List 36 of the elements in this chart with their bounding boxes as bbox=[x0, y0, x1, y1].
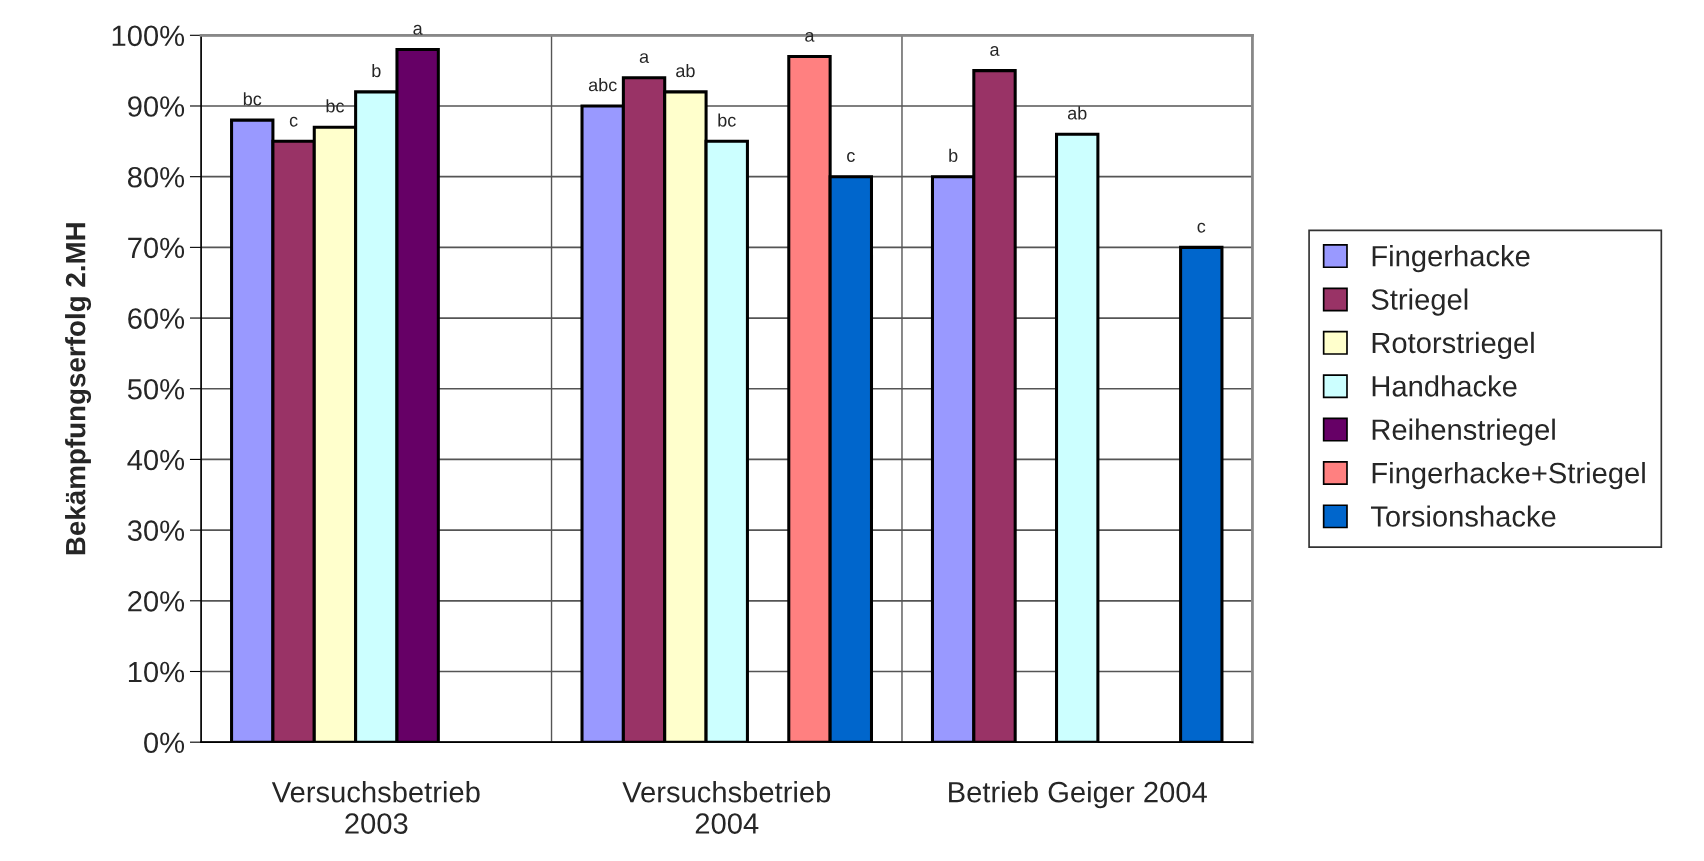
legend-label: Rotorstriegel bbox=[1372, 331, 1534, 360]
x-tick-label: Versuchsbetrieb 2003 bbox=[271, 781, 480, 834]
y-tick-label: 10% bbox=[128, 661, 185, 683]
y-tick-label: 100% bbox=[112, 25, 185, 47]
legend-label: Fingerhacke bbox=[1372, 245, 1530, 273]
y-tick-label: 90% bbox=[128, 96, 185, 117]
legend-label: Fingerhacke+Striegel bbox=[1372, 462, 1645, 490]
y-tick-label: 30% bbox=[127, 520, 185, 541]
legend-label: Handhacke bbox=[1372, 375, 1517, 397]
data-label: c bbox=[847, 152, 855, 162]
y-tick-label: 70% bbox=[128, 237, 185, 259]
data-label: bc bbox=[243, 92, 262, 106]
legend-label: Striegel bbox=[1371, 288, 1468, 316]
data-label: ab bbox=[676, 63, 695, 78]
data-label: a bbox=[639, 53, 650, 64]
data-label: abc bbox=[588, 78, 617, 92]
data-label: bc bbox=[718, 113, 736, 127]
legend-label: Torsionshacke bbox=[1370, 505, 1556, 527]
x-tick-label: Betrieb Geiger 2004 bbox=[949, 781, 1207, 809]
data-label: ab bbox=[1067, 106, 1087, 120]
data-label: c bbox=[1197, 222, 1206, 233]
data-label: c bbox=[289, 116, 298, 127]
x-tick-label: Versuchsbetrieb 2004 bbox=[622, 781, 831, 834]
y-tick-label: 60% bbox=[128, 308, 185, 329]
y-axis-title: Bekämpfungserfolg 2.MH bbox=[65, 223, 92, 555]
data-label: a bbox=[990, 46, 1000, 56]
data-label: a bbox=[805, 31, 815, 42]
data-label: b bbox=[949, 148, 958, 162]
data-label: b bbox=[372, 63, 381, 78]
y-tick-label: 50% bbox=[127, 378, 185, 400]
y-tick-label: 40% bbox=[127, 449, 185, 471]
data-label: a bbox=[413, 24, 423, 35]
y-tick-label: 0% bbox=[144, 732, 185, 754]
y-tick-label: 80% bbox=[127, 166, 185, 188]
legend-label: Reihenstriegel bbox=[1372, 418, 1555, 446]
y-tick-label: 20% bbox=[128, 591, 185, 612]
